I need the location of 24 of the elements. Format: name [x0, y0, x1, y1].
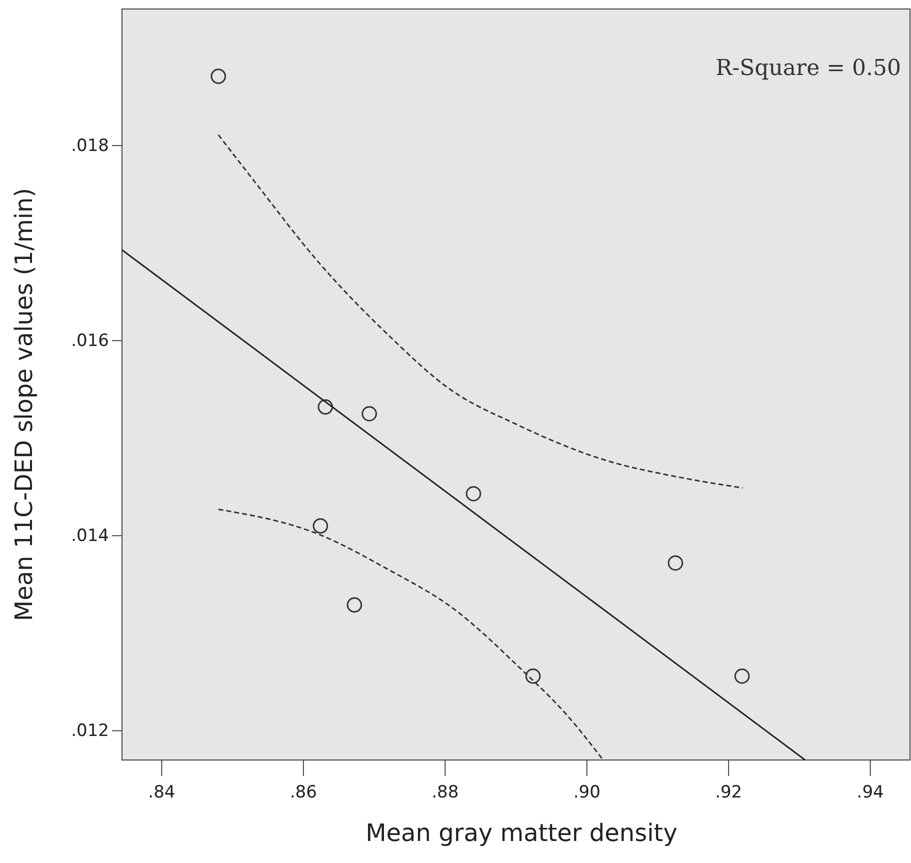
y-tick-label: .016	[71, 331, 109, 352]
annotation: R-Square = 0.50	[716, 56, 901, 81]
line-series	[218, 134, 744, 489]
x-tick-label: .92	[715, 782, 742, 803]
x-tick-label: .86	[290, 782, 317, 803]
point	[362, 406, 377, 422]
y-tick-label: .012	[71, 721, 109, 742]
x-tick-label: .84	[148, 782, 176, 803]
line-series	[218, 508, 604, 760]
point	[734, 668, 750, 684]
point	[525, 668, 541, 684]
x-tick-label: .90	[573, 782, 600, 803]
point	[210, 68, 226, 84]
y-tick-label: .018	[71, 136, 109, 156]
x-tick-label: .94	[856, 782, 884, 803]
point	[346, 597, 362, 613]
point	[312, 518, 328, 534]
point	[466, 486, 482, 502]
y-axis-title: Mean 11C-DED slope values (1/min)	[10, 188, 38, 622]
x-tick-label: .88	[432, 782, 459, 803]
point	[318, 399, 334, 415]
y-tick-label: .014	[71, 526, 109, 546]
x-axis-title: Mean gray matter density	[366, 819, 678, 847]
point	[668, 555, 684, 571]
